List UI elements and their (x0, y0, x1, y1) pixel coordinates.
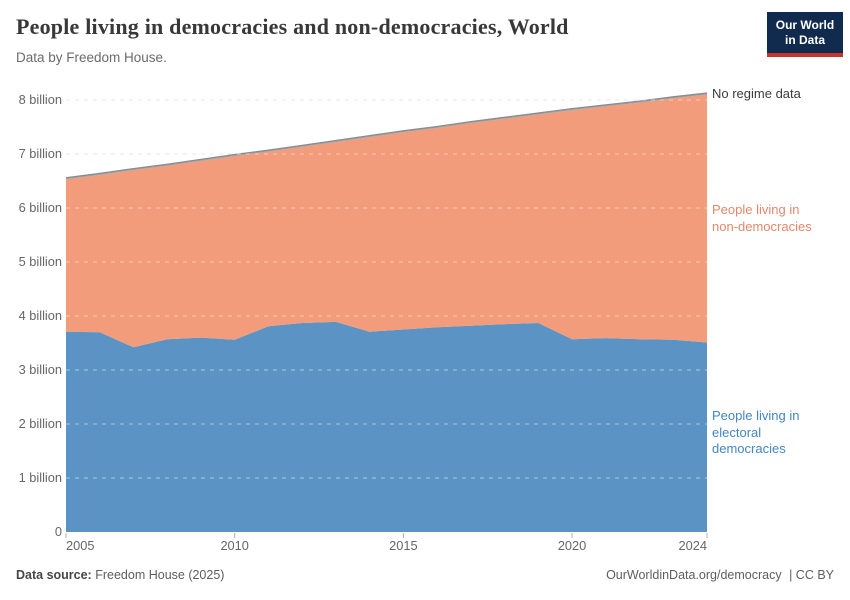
citation: OurWorldinData.org/democracy | CC BY (606, 568, 834, 582)
y-axis-label: 5 billion (18, 254, 62, 269)
y-axis-label: 6 billion (18, 200, 62, 215)
y-axis-label: 7 billion (18, 146, 62, 161)
owid-logo[interactable]: Our World in Data (767, 12, 843, 57)
total-population-line (65, 92, 708, 179)
page-title: People living in democracies and non-dem… (16, 14, 569, 39)
data-source: Data source: Freedom House (2025) (16, 568, 224, 582)
license-text: | CC BY (789, 568, 834, 582)
logo-line-1: Our World (775, 18, 835, 32)
x-axis-label: 2020 (557, 538, 587, 553)
y-axis-label: 8 billion (18, 92, 62, 107)
chart-header: People living in democracies and non-dem… (16, 14, 755, 65)
y-axis-label: 2 billion (18, 416, 62, 431)
page-subtitle: Data by Freedom House. (16, 50, 167, 65)
citation-link[interactable]: OurWorldinData.org/democracy (606, 568, 782, 582)
chart-footer: Data source: Freedom House (2025) OurWor… (16, 568, 834, 582)
area-electoral-democracies[interactable] (66, 321, 707, 532)
annotation-no-regime-data: No regime data (712, 86, 801, 101)
y-axis-label: 3 billion (18, 362, 62, 377)
area-non-democracies[interactable] (66, 94, 707, 348)
data-source-label: Data source: (16, 568, 92, 582)
data-source-value: Freedom House (2025) (95, 568, 225, 582)
annotation-non-democracies: People living in non-democracies (712, 202, 812, 234)
y-axis-label: 4 billion (18, 308, 62, 323)
x-axis-label: 2010 (220, 538, 249, 553)
x-axis-label: 2005 (66, 538, 95, 553)
x-axis-label: 2024 (678, 538, 707, 553)
x-axis-label: 2015 (389, 538, 418, 553)
y-axis-label: 0 (54, 524, 62, 539)
annotation-electoral-democracies: People living in electoral democracies (712, 408, 800, 456)
logo-line-2: in Data (784, 33, 825, 47)
y-axis-label: 1 billion (18, 470, 62, 485)
area-no-regime-data[interactable] (66, 93, 707, 180)
